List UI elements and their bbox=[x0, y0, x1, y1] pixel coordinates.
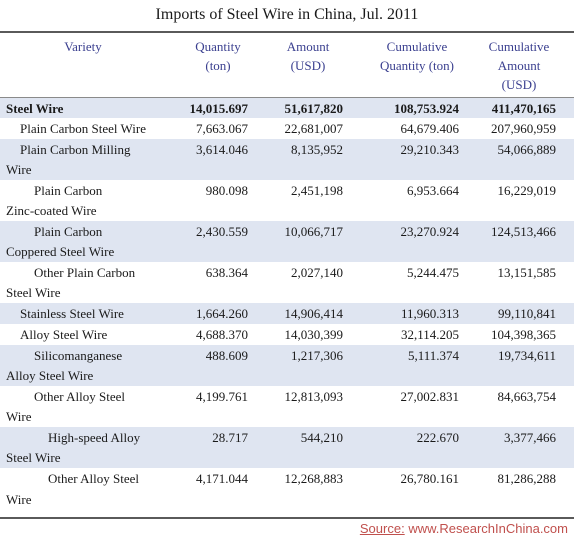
row-amount: 8,135,952 bbox=[291, 142, 343, 157]
row-cumulative-amount: 207,960,959 bbox=[491, 121, 556, 136]
table-row: Plain Carbon Zinc-coated Wire 980.098 2,… bbox=[0, 180, 574, 221]
table-row: Other Alloy Steel Wire 4,171.044 12,268,… bbox=[0, 468, 574, 512]
row-cumulative-amount: 104,398,365 bbox=[491, 327, 556, 342]
row-quantity: 4,199.761 bbox=[196, 389, 248, 404]
row-variety-line-2: Wire bbox=[6, 162, 32, 177]
header-cumulative-amount: Cumulative Amount (USD) bbox=[488, 39, 550, 92]
row-variety-line-1: Other Alloy Steel bbox=[48, 471, 139, 486]
row-quantity: 28.717 bbox=[212, 430, 248, 445]
row-cumulative-amount: 411,470,165 bbox=[491, 101, 556, 116]
row-variety: Plain Carbon Steel Wire bbox=[20, 121, 146, 136]
row-cumulative-amount: 3,377,466 bbox=[504, 430, 556, 445]
row-quantity: 4,688.370 bbox=[196, 327, 248, 342]
table-header: Variety Quantity (ton) Amount (USD) Cumu… bbox=[0, 35, 574, 97]
row-variety-line-1: Other Alloy Steel bbox=[34, 389, 125, 404]
source-credit: Source: www.ResearchInChina.com bbox=[360, 521, 568, 541]
row-cumulative-quantity: 27,002.831 bbox=[400, 389, 460, 404]
row-variety-line-1: High-speed Alloy bbox=[48, 430, 141, 445]
row-variety-line-2: Wire bbox=[6, 492, 32, 507]
row-amount: 12,268,883 bbox=[284, 471, 344, 486]
row-variety: Alloy Steel Wire bbox=[20, 327, 108, 342]
row-variety-line-1: Silicomanganese bbox=[34, 348, 123, 363]
row-variety-line-1: Plain Carbon bbox=[34, 224, 103, 239]
header-cumulative-quantity: Cumulative Quantity (ton) bbox=[379, 39, 454, 73]
row-amount: 14,906,414 bbox=[284, 306, 344, 321]
row-variety-line-1: Other Plain Carbon bbox=[34, 265, 136, 280]
row-variety: Steel Wire bbox=[6, 101, 64, 116]
row-quantity: 3,614.046 bbox=[196, 142, 248, 157]
row-cumulative-quantity: 64,679.406 bbox=[400, 121, 460, 136]
table-title: Imports of Steel Wire in China, Jul. 201… bbox=[155, 6, 419, 23]
table-body: Steel Wire 14,015.697 51,617,820 108,753… bbox=[0, 98, 574, 512]
row-quantity: 638.364 bbox=[205, 265, 248, 280]
row-cumulative-quantity: 5,111.374 bbox=[407, 348, 459, 363]
row-variety-line-1: Plain Carbon Milling bbox=[20, 142, 131, 157]
row-amount: 22,681,007 bbox=[284, 121, 344, 136]
row-variety-line-2: Alloy Steel Wire bbox=[6, 368, 94, 383]
header-variety: Variety bbox=[64, 39, 102, 54]
row-amount: 1,217,306 bbox=[291, 348, 343, 363]
row-cumulative-amount: 81,286,288 bbox=[497, 471, 557, 486]
row-cumulative-amount: 13,151,585 bbox=[497, 265, 557, 280]
row-amount: 2,451,198 bbox=[291, 183, 343, 198]
row-cumulative-amount: 16,229,019 bbox=[497, 183, 557, 198]
top-rule bbox=[0, 31, 574, 33]
table-row: Plain Carbon Milling Wire 3,614.046 8,13… bbox=[0, 139, 574, 180]
table-row: High-speed Alloy Steel Wire 28.717 544,2… bbox=[0, 427, 574, 468]
table-row: Silicomanganese Alloy Steel Wire 488.609… bbox=[0, 345, 574, 386]
row-cumulative-quantity: 222.670 bbox=[416, 430, 459, 445]
source-text: www.ResearchInChina.com bbox=[408, 521, 568, 536]
row-quantity: 980.098 bbox=[205, 183, 248, 198]
row-cumulative-quantity: 11,960.313 bbox=[400, 306, 459, 321]
row-variety: Stainless Steel Wire bbox=[20, 306, 124, 321]
table-row: Other Alloy Steel Wire 4,199.761 12,813,… bbox=[0, 386, 574, 427]
source-label: Source: bbox=[359, 521, 405, 536]
header-amount: Amount (USD) bbox=[286, 39, 330, 73]
row-quantity: 1,664.260 bbox=[196, 306, 248, 321]
row-cumulative-quantity: 23,270.924 bbox=[400, 224, 460, 239]
row-cumulative-quantity: 32,114.205 bbox=[400, 327, 459, 342]
row-amount: 12,813,093 bbox=[284, 389, 344, 404]
row-amount: 14,030,399 bbox=[284, 327, 344, 342]
row-quantity: 4,171.044 bbox=[196, 471, 248, 486]
row-variety-line-2: Zinc-coated Wire bbox=[6, 203, 97, 218]
row-quantity: 7,663.067 bbox=[196, 121, 248, 136]
table-row: Steel Wire 14,015.697 51,617,820 108,753… bbox=[0, 98, 574, 118]
row-cumulative-amount: 99,110,841 bbox=[497, 306, 556, 321]
row-variety-line-1: Plain Carbon bbox=[34, 183, 103, 198]
row-quantity: 14,015.697 bbox=[189, 101, 249, 116]
row-variety-line-2: Steel Wire bbox=[6, 285, 61, 300]
header-rule bbox=[0, 97, 574, 98]
row-cumulative-amount: 84,663,754 bbox=[497, 389, 557, 404]
row-cumulative-quantity: 26,780.161 bbox=[400, 471, 460, 486]
row-cumulative-amount: 19,734,611 bbox=[497, 348, 556, 363]
row-cumulative-quantity: 29,210.343 bbox=[400, 142, 460, 157]
row-amount: 51,617,820 bbox=[284, 101, 344, 116]
row-variety-line-2: Steel Wire bbox=[6, 450, 61, 465]
table-row: Plain Carbon Steel Wire 7,663.067 22,681… bbox=[0, 118, 574, 139]
row-cumulative-amount: 54,066,889 bbox=[497, 142, 557, 157]
bottom-rule bbox=[0, 517, 574, 519]
header-quantity: Quantity (ton) bbox=[195, 39, 241, 73]
table-row: Plain Carbon Coppered Steel Wire 2,430.5… bbox=[0, 221, 574, 262]
table-row: Alloy Steel Wire 4,688.370 14,030,399 32… bbox=[0, 324, 574, 345]
row-variety-line-2: Coppered Steel Wire bbox=[6, 244, 115, 259]
table-row: Stainless Steel Wire 1,664.260 14,906,41… bbox=[0, 303, 574, 324]
table-row: Other Plain Carbon Steel Wire 638.364 2,… bbox=[0, 262, 574, 303]
row-amount: 2,027,140 bbox=[291, 265, 343, 280]
row-cumulative-quantity: 6,953.664 bbox=[407, 183, 459, 198]
row-quantity: 2,430.559 bbox=[196, 224, 248, 239]
row-amount: 10,066,717 bbox=[284, 224, 344, 239]
row-variety-line-2: Wire bbox=[6, 409, 32, 424]
row-cumulative-quantity: 5,244.475 bbox=[407, 265, 459, 280]
row-amount: 544,210 bbox=[300, 430, 343, 445]
row-cumulative-quantity: 108,753.924 bbox=[394, 101, 459, 116]
row-cumulative-amount: 124,513,466 bbox=[491, 224, 556, 239]
row-quantity: 488.609 bbox=[205, 348, 248, 363]
